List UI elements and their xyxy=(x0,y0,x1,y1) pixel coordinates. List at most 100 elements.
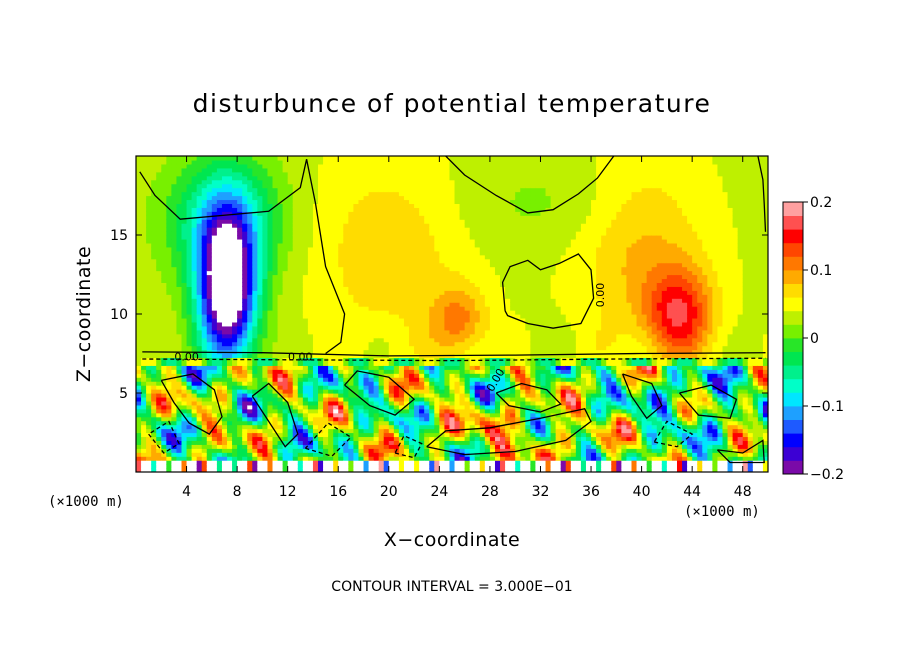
heatmap-cell xyxy=(282,195,289,201)
heatmap-cell xyxy=(393,211,400,216)
heatmap-cell xyxy=(419,337,425,343)
heatmap-cell xyxy=(358,179,365,185)
heatmap-cell xyxy=(323,456,329,461)
heatmap-cell xyxy=(146,456,152,461)
heatmap-cell xyxy=(267,428,274,434)
heatmap-cell xyxy=(348,294,355,299)
heatmap-cell xyxy=(363,187,370,193)
heatmap-cell xyxy=(368,270,375,276)
heatmap-cell xyxy=(146,163,152,169)
heatmap-cell xyxy=(282,290,289,295)
heatmap-cell xyxy=(237,317,243,323)
heatmap-cell xyxy=(424,310,430,315)
heatmap-cell xyxy=(307,432,314,438)
heatmap-cell xyxy=(353,325,360,331)
heatmap-cell xyxy=(348,337,355,343)
heatmap-cell xyxy=(434,404,440,410)
heatmap-cell xyxy=(221,290,228,295)
heatmap-cell xyxy=(419,317,425,323)
heatmap-cell xyxy=(146,321,152,327)
heatmap-cell xyxy=(393,163,400,169)
heatmap-cell xyxy=(424,381,430,386)
heatmap-cell xyxy=(338,274,344,280)
heatmap-cell xyxy=(141,179,147,185)
heatmap-cell xyxy=(272,278,279,283)
heatmap-cell xyxy=(237,306,243,311)
heatmap-cell xyxy=(388,270,395,276)
heatmap-cell xyxy=(237,353,243,359)
heatmap-cell xyxy=(414,223,420,228)
heatmap-cell xyxy=(242,389,248,394)
heatmap-cell xyxy=(267,456,274,461)
heatmap-cell xyxy=(176,325,183,331)
heatmap-cell xyxy=(247,282,253,287)
heatmap-cell xyxy=(161,436,167,441)
heatmap-cell xyxy=(403,440,410,445)
heatmap-cell xyxy=(393,235,400,240)
heatmap-cell xyxy=(247,341,253,347)
heatmap-cell xyxy=(191,325,198,331)
heatmap-cell xyxy=(171,306,178,311)
heatmap-cell xyxy=(444,412,451,418)
heatmap-cell xyxy=(161,321,167,327)
heatmap-cell xyxy=(146,341,152,347)
heatmap-cell xyxy=(186,282,193,287)
heatmap-cell xyxy=(227,171,233,177)
heatmap-cell xyxy=(333,337,339,343)
heatmap-cell xyxy=(358,341,365,347)
heatmap-cell xyxy=(439,187,446,193)
heatmap-cell xyxy=(444,270,451,276)
heatmap-cell xyxy=(196,400,203,406)
heatmap-cell xyxy=(338,163,344,169)
heatmap-cell xyxy=(419,381,425,386)
heatmap-cell xyxy=(161,381,167,386)
heatmap-cell xyxy=(368,456,375,461)
heatmap-cell xyxy=(398,468,405,472)
heatmap-cell xyxy=(247,191,253,197)
heatmap-cell xyxy=(151,404,157,410)
heatmap-cell xyxy=(262,231,269,236)
heatmap-cell xyxy=(242,254,248,260)
heatmap-cell xyxy=(282,345,289,351)
heatmap-cell xyxy=(292,404,299,410)
heatmap-cell xyxy=(257,389,263,394)
heatmap-cell xyxy=(297,294,304,299)
heatmap-cell xyxy=(277,215,284,220)
heatmap-cell xyxy=(363,207,370,212)
heatmap-cell xyxy=(297,227,304,232)
heatmap-cell xyxy=(201,163,208,169)
heatmap-cell xyxy=(151,187,157,193)
heatmap-cell xyxy=(262,314,269,319)
heatmap-cell xyxy=(409,345,415,351)
heatmap-cell xyxy=(176,246,183,252)
heatmap-cell xyxy=(191,262,198,268)
heatmap-cell xyxy=(141,341,147,347)
heatmap-cell xyxy=(429,278,435,283)
heatmap-cell xyxy=(358,424,365,430)
heatmap-cell xyxy=(378,167,385,173)
heatmap-cell xyxy=(206,215,213,220)
heatmap-cell xyxy=(333,325,339,331)
heatmap-cell xyxy=(348,424,355,430)
heatmap-cell xyxy=(186,238,193,244)
heatmap-cell xyxy=(414,298,420,303)
heatmap-cell xyxy=(348,349,355,355)
heatmap-cell xyxy=(151,274,157,280)
heatmap-cell xyxy=(267,250,274,256)
heatmap-cell xyxy=(358,215,365,220)
heatmap-cell xyxy=(414,219,420,224)
heatmap-cell xyxy=(434,373,440,378)
heatmap-cell xyxy=(358,246,365,252)
heatmap-cell xyxy=(368,408,375,414)
heatmap-cell xyxy=(262,195,269,201)
heatmap-cell xyxy=(201,377,208,382)
heatmap-cell xyxy=(146,357,152,362)
heatmap-cell xyxy=(161,250,167,256)
heatmap-cell xyxy=(282,329,289,335)
heatmap-cell xyxy=(221,270,228,276)
heatmap-cell xyxy=(161,456,167,461)
heatmap-cell xyxy=(353,329,360,335)
heatmap-cell xyxy=(287,369,294,374)
heatmap-cell xyxy=(201,254,208,260)
heatmap-cell xyxy=(393,199,400,204)
